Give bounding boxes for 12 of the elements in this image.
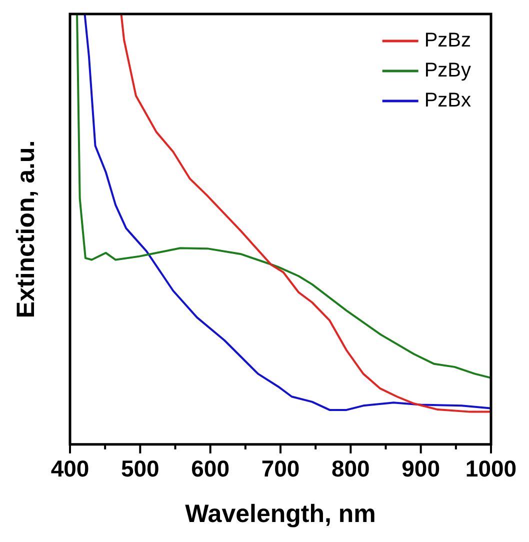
x-tick-label: 600	[191, 456, 230, 482]
x-tick-label: 800	[331, 456, 370, 482]
x-tick-label: 1000	[465, 456, 517, 482]
x-tick-label: 700	[261, 456, 300, 482]
legend-label: PzBy	[424, 60, 472, 82]
x-tick-label: 400	[50, 456, 90, 482]
legend-label: PzBz	[424, 30, 472, 52]
x-tick-label: 500	[120, 456, 160, 482]
y-axis-title: Extinction, a.u.	[12, 140, 40, 318]
x-axis-title: Wavelength, nm	[185, 500, 376, 528]
legend-label: PzBx	[424, 90, 472, 112]
x-tick-label: 900	[402, 456, 440, 482]
